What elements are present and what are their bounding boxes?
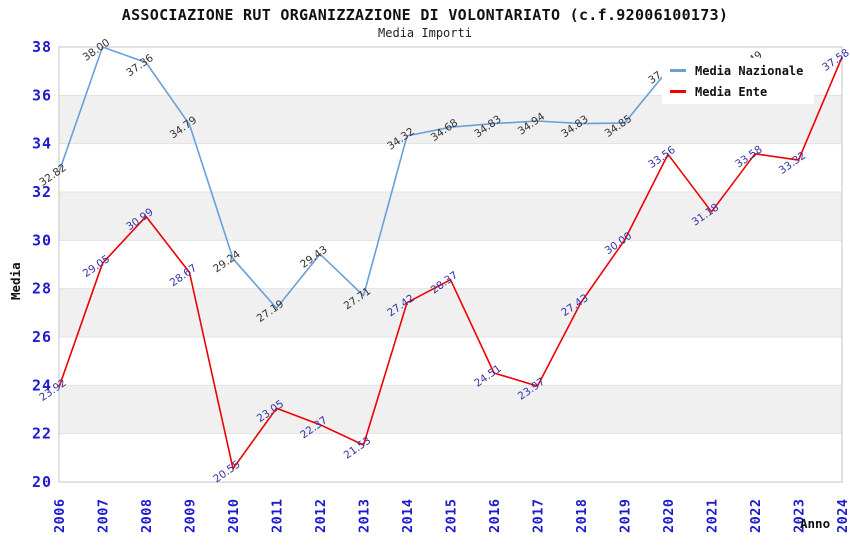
y-tick-label: 24: [32, 376, 52, 394]
x-tick-label: 2011: [270, 498, 286, 533]
chart-legend: Media Nazionale Media Ente: [662, 58, 814, 104]
legend-label: Media Nazionale: [695, 63, 804, 78]
data-point-label: 29.05: [81, 253, 113, 280]
x-tick-label: 2008: [139, 498, 155, 533]
legend-swatch-media-nazionale-icon: [670, 69, 686, 72]
x-tick-label: 2024: [835, 498, 850, 533]
x-tick-label: 2017: [531, 498, 547, 533]
data-point-label: 29.43: [298, 244, 330, 271]
x-tick-label: 2010: [226, 498, 242, 533]
legend-label: Media Ente: [695, 84, 768, 99]
data-point-label: 38.00: [81, 37, 113, 64]
x-tick-label: 2014: [400, 498, 416, 533]
data-point-label: 20.55: [211, 458, 243, 485]
legend-swatch-media-ente-icon: [670, 90, 686, 93]
x-tick-label: 2018: [574, 498, 590, 533]
series-line-media-nazionale: [58, 46, 756, 310]
x-tick-label: 2009: [183, 498, 199, 533]
y-tick-label: 36: [32, 86, 52, 104]
series-line-media-ente: [58, 56, 843, 470]
data-point-label: 29.24: [211, 248, 243, 275]
x-tick-label: 2019: [618, 498, 634, 533]
y-tick-label: 20: [32, 473, 52, 491]
data-point-label: 21.53: [342, 435, 374, 462]
y-tick-label: 28: [32, 280, 52, 298]
legend-item-media-nazionale: Media Nazionale: [670, 60, 814, 81]
x-tick-label: 2015: [444, 498, 460, 533]
x-axis-title: Anno: [800, 516, 831, 531]
y-axis-title: Media: [8, 262, 23, 300]
y-tick-label: 34: [32, 135, 52, 153]
y-tick-label: 38: [32, 38, 52, 56]
x-tick-label: 2022: [748, 498, 764, 533]
y-tick-label: 22: [32, 425, 52, 443]
x-tick-label: 2016: [487, 498, 503, 533]
y-tick-label: 32: [32, 183, 52, 201]
chart-subtitle: Media Importi: [378, 26, 472, 40]
data-point-label: 33.58: [733, 143, 765, 170]
legend-item-media-ente: Media Ente: [670, 81, 814, 102]
chart-title: ASSOCIAZIONE RUT ORGANIZZAZIONE DI VOLON…: [121, 6, 729, 24]
x-tick-label: 2012: [313, 498, 329, 533]
plot-band: [59, 385, 842, 434]
x-tick-label: 2021: [705, 498, 721, 533]
plot-band: [59, 288, 842, 337]
x-tick-label: 2023: [792, 498, 808, 533]
x-tick-label: 2020: [661, 498, 677, 533]
data-point-label: 28.67: [168, 262, 200, 289]
x-tick-label: 2013: [357, 498, 373, 533]
y-tick-label: 26: [32, 328, 52, 346]
plot-border: [58, 46, 843, 483]
data-point-label: 33.32: [777, 150, 809, 177]
data-point-label: 32.82: [37, 162, 69, 189]
plot-band: [59, 192, 842, 241]
data-point-label: 37.58: [820, 47, 850, 74]
y-tick-label: 30: [32, 231, 52, 249]
x-tick-label: 2007: [96, 498, 112, 533]
x-tick-label: 2006: [52, 498, 68, 533]
